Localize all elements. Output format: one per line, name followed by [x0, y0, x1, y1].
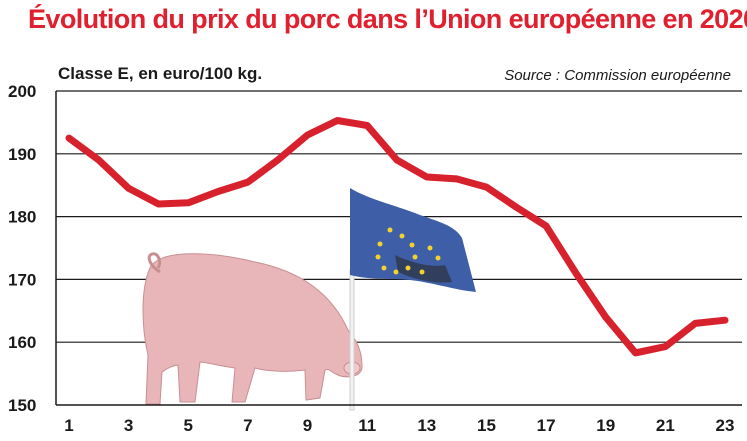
- y-tick-labels: 150 160 170 180 190 200: [8, 82, 36, 415]
- data-series: [65, 117, 729, 357]
- data-point: [456, 178, 458, 180]
- data-point: [396, 159, 398, 161]
- data-point: [366, 125, 368, 127]
- data-point: [247, 181, 249, 183]
- data-point: [694, 322, 696, 324]
- x-tick-label: 19: [596, 416, 615, 435]
- x-tick-label: 5: [184, 416, 193, 435]
- data-point: [336, 120, 338, 122]
- x-tick-label: 1: [64, 416, 73, 435]
- x-tick-label: 13: [417, 416, 436, 435]
- x-tick-label: 3: [124, 416, 133, 435]
- data-point: [157, 203, 159, 205]
- axes: [55, 91, 742, 406]
- data-point: [128, 187, 130, 189]
- data-point: [635, 352, 637, 354]
- data-point: [575, 272, 577, 274]
- x-tick-label: 21: [656, 416, 675, 435]
- y-tick-label: 200: [8, 82, 36, 101]
- data-point: [98, 159, 100, 161]
- data-point: [426, 176, 428, 178]
- chart-subtitle: Classe E, en euro/100 kg.: [58, 64, 263, 83]
- data-point: [217, 190, 219, 192]
- data-point: [724, 319, 726, 321]
- x-tick-label: 9: [303, 416, 312, 435]
- x-tick-label: 23: [716, 416, 735, 435]
- data-point: [664, 346, 666, 348]
- chart-title: Évolution du prix du porc dans l’Union e…: [28, 4, 747, 34]
- y-tick-label: 170: [8, 270, 36, 289]
- source-note: Source : Commission européenne: [504, 67, 731, 84]
- x-tick-labels: 1 3 5 7 9 11 13 15 17 19 21 23: [64, 416, 734, 435]
- data-point: [277, 159, 279, 161]
- data-point: [485, 186, 487, 188]
- x-tick-label: 17: [537, 416, 556, 435]
- x-tick-label: 15: [477, 416, 496, 435]
- y-tick-label: 190: [8, 145, 36, 164]
- y-tick-label: 150: [8, 396, 36, 415]
- x-tick-label: 11: [358, 416, 376, 435]
- data-point: [545, 225, 547, 227]
- pig-illustration: [142, 252, 363, 405]
- illustrations: [142, 188, 476, 411]
- y-tick-label: 180: [8, 208, 36, 227]
- data-point: [605, 316, 607, 318]
- data-point: [307, 134, 309, 136]
- data-point: [515, 206, 517, 208]
- y-tick-label: 160: [8, 333, 36, 352]
- eu-flag-illustration: [349, 188, 476, 411]
- x-tick-label: 7: [243, 416, 252, 435]
- data-point: [68, 137, 70, 139]
- data-point: [187, 202, 189, 204]
